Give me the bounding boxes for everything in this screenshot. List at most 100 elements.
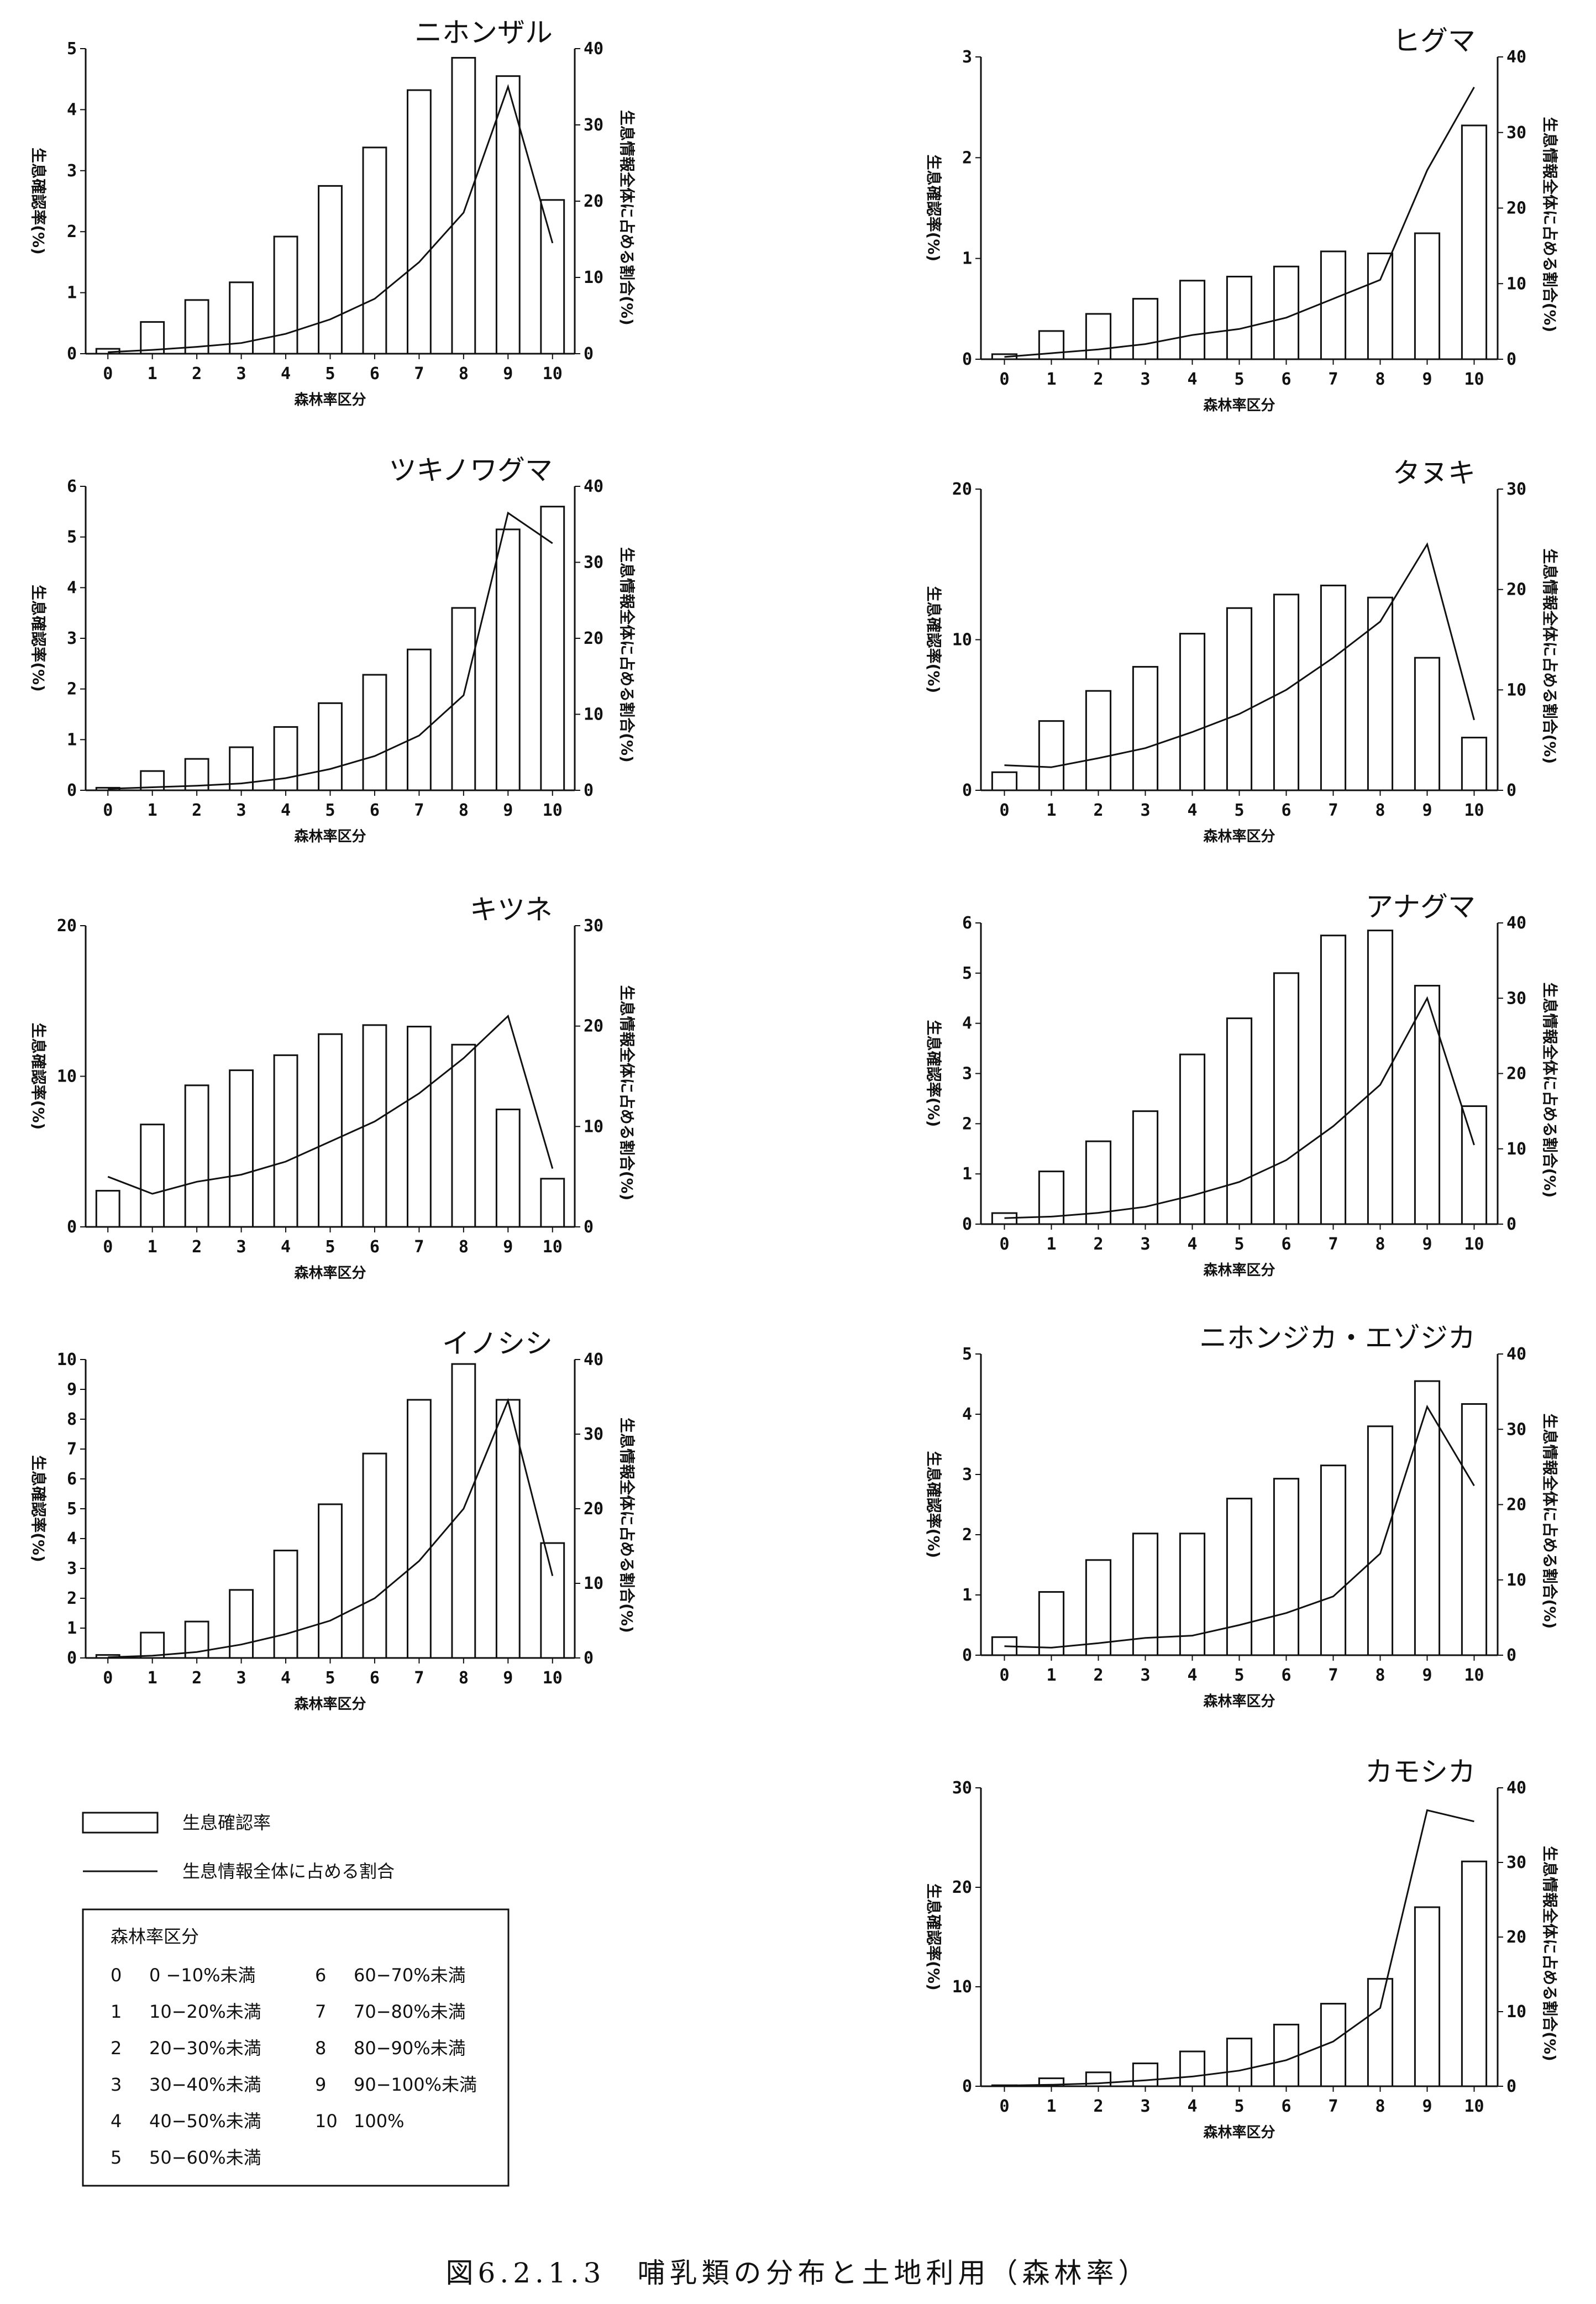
- x-tick-label: 5: [1234, 1666, 1244, 1685]
- x-tick-label: 0: [103, 1668, 113, 1688]
- y2-tick-label: 40: [1506, 1778, 1526, 1798]
- y-tick-label: 0: [67, 1217, 77, 1237]
- x-tick-label: 3: [1140, 1666, 1150, 1685]
- bar: [406, 1026, 432, 1228]
- x-tick-label: 10: [1464, 370, 1484, 389]
- y-tick-label: 3: [962, 1064, 972, 1084]
- chart-title: アナグマ: [1366, 891, 1476, 923]
- bar: [1461, 124, 1488, 360]
- bar: [229, 1069, 254, 1228]
- bar: [406, 1399, 432, 1659]
- x-axis-label: 森林率区分: [1203, 2124, 1275, 2141]
- bar: [1226, 275, 1253, 360]
- x-axis-label: 森林率区分: [294, 391, 366, 408]
- y2-tick-label: 20: [1506, 1928, 1526, 1947]
- legend-class-range: 40−50%未満: [149, 2111, 261, 2132]
- x-tick-label: 1: [1046, 2097, 1056, 2116]
- y2-tick-label: 10: [1506, 2002, 1526, 2022]
- y2-axis-label: 生息情報全体に占める割合(%): [618, 110, 636, 326]
- y-tick-label: 5: [67, 1499, 77, 1519]
- bar: [229, 1589, 254, 1659]
- bar: [1320, 935, 1347, 1225]
- chart-title: ヒグマ: [1393, 25, 1476, 57]
- chart-title: ニホンザル: [414, 17, 553, 49]
- x-axis-label: 森林率区分: [294, 828, 366, 845]
- bar: [451, 607, 476, 791]
- x-tick-label: 6: [370, 1237, 380, 1257]
- share-line: [1004, 1809, 1474, 2087]
- legend-class-code: 9: [315, 2074, 326, 2095]
- y-tick-label: 9: [67, 1380, 77, 1399]
- y-tick-label: 1: [67, 730, 77, 749]
- bar: [1273, 1478, 1300, 1656]
- y-tick-label: 0: [67, 344, 77, 364]
- x-tick-label: 9: [503, 1237, 513, 1257]
- bar: [1085, 1140, 1112, 1225]
- x-tick-label: 3: [1140, 370, 1150, 389]
- bar: [1414, 1906, 1441, 2087]
- bar: [1414, 657, 1441, 791]
- x-tick-label: 3: [237, 364, 246, 384]
- x-tick-label: 2: [1093, 1666, 1103, 1685]
- legend-bar-swatch: [82, 1812, 159, 1834]
- y-tick-label: 3: [962, 48, 972, 67]
- y2-axis-label: 生息情報全体に占める割合(%): [1541, 983, 1559, 1198]
- x-tick-label: 9: [1422, 1235, 1432, 1254]
- bar: [1273, 2023, 1300, 2087]
- y-axis-label: 生息確認率(%): [925, 586, 943, 694]
- x-tick-label: 9: [1422, 1666, 1432, 1685]
- x-tick-label: 7: [414, 801, 424, 820]
- y2-tick-label: 0: [1506, 1646, 1516, 1665]
- bar: [95, 1190, 120, 1228]
- x-tick-label: 7: [414, 1668, 424, 1688]
- y2-tick-label: 0: [1506, 1215, 1516, 1234]
- bar: [1461, 737, 1488, 791]
- x-tick-label: 10: [543, 1237, 563, 1257]
- y-tick-label: 4: [67, 100, 77, 119]
- x-tick-label: 8: [1375, 1235, 1385, 1254]
- x-tick-label: 2: [1093, 1235, 1103, 1254]
- chart-panel: ニホンザル 0 1 2 3 4 5 0 10 20 30 40 0 1 2 3 4 5 6 7 8 9 10 森林率区分 生息確…: [29, 17, 636, 408]
- x-tick-label: 3: [237, 1237, 246, 1257]
- bar: [1461, 1403, 1488, 1656]
- bar: [1273, 972, 1300, 1225]
- x-tick-label: 5: [325, 1668, 335, 1688]
- bar: [1132, 298, 1159, 360]
- y-tick-label: 2: [962, 1114, 972, 1133]
- y-tick-label: 0: [962, 1215, 972, 1234]
- x-tick-label: 2: [1093, 2097, 1103, 2116]
- y-tick-label: 3: [962, 1465, 972, 1484]
- x-tick-label: 1: [148, 801, 158, 820]
- y2-tick-label: 40: [584, 39, 603, 59]
- y-tick-label: 2: [962, 1525, 972, 1545]
- y2-axis-label: 生息情報全体に占める割合(%): [1541, 1414, 1559, 1629]
- x-tick-label: 0: [103, 364, 113, 384]
- x-tick-label: 6: [1281, 370, 1291, 389]
- bar: [1085, 313, 1112, 360]
- legend-class-range: 60−70%未満: [354, 1965, 466, 1986]
- y2-tick-label: 30: [1506, 123, 1526, 143]
- bar: [273, 1550, 298, 1659]
- x-tick-label: 8: [459, 364, 469, 384]
- y2-tick-label: 10: [584, 1574, 603, 1593]
- legend-class-code: 0: [111, 1965, 122, 1986]
- x-tick-label: 2: [192, 1668, 202, 1688]
- x-tick-label: 10: [1464, 1666, 1484, 1685]
- x-tick-label: 3: [1140, 1235, 1150, 1254]
- y2-tick-label: 0: [584, 781, 594, 800]
- y2-tick-label: 0: [584, 344, 594, 364]
- y-axis-label: 生息確認率(%): [29, 148, 48, 255]
- y-tick-label: 0: [962, 2077, 972, 2096]
- y2-tick-label: 10: [584, 1117, 603, 1136]
- x-tick-label: 3: [1140, 801, 1150, 820]
- bar: [495, 1108, 521, 1228]
- x-tick-label: 8: [1375, 2097, 1385, 2116]
- y2-tick-label: 30: [584, 116, 603, 135]
- legend-class-code: 8: [315, 2038, 326, 2059]
- x-tick-label: 1: [1046, 801, 1056, 820]
- x-tick-label: 0: [999, 1235, 1009, 1254]
- y-axis-label: 生息確認率(%): [29, 1455, 48, 1562]
- bar: [1461, 1105, 1488, 1225]
- y-tick-label: 0: [962, 1646, 972, 1665]
